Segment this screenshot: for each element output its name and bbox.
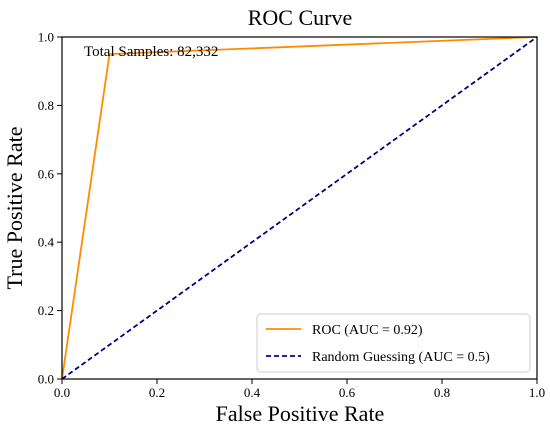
total-samples-annotation: Total Samples: 82,332 [84,44,218,60]
legend-label-random: Random Guessing (AUC = 0.5) [312,350,490,365]
y-tick-label: 0.2 [38,303,54,318]
x-tick-label: 0.8 [434,385,450,400]
x-tick-label: 0.6 [339,385,356,400]
legend-label-roc: ROC (AUC = 0.92) [312,323,423,338]
x-tick-label: 1.0 [529,385,545,400]
x-axis-label: False Positive Rate [216,401,385,426]
x-tick-label: 0.4 [244,385,261,400]
y-tick-label: 1.0 [38,30,54,45]
plot-frame [61,36,538,380]
chart-title: ROC Curve [248,5,353,30]
y-axis-label: True Positive Rate [2,127,27,290]
series-line-random [61,36,538,380]
y-tick-label: 0.0 [38,372,54,387]
x-tick-label: 0.0 [54,385,70,400]
y-tick-label: 0.6 [38,166,55,181]
y-tick-label: 0.8 [38,98,54,113]
legend: ROC (AUC = 0.92) Random Guessing (AUC = … [256,313,531,373]
series-line-roc [61,36,538,380]
y-tick-label: 0.4 [38,235,55,250]
series-layer [61,36,538,380]
tick-layer: 0.0 0.2 0.4 0.6 0.8 1.0 0.0 0.2 0.4 0.6 0.8 1.0 [38,30,545,401]
x-tick-label: 0.2 [149,385,165,400]
legend-box [256,313,531,373]
